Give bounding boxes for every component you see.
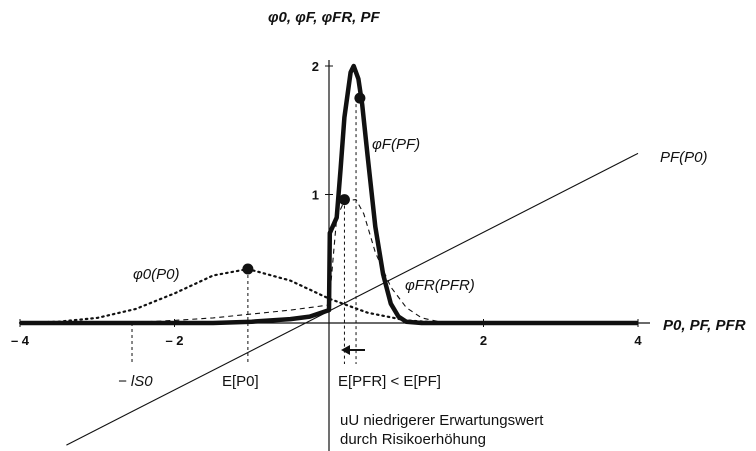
- y-tick-label: 1: [312, 188, 319, 203]
- x-tick-label: 2: [480, 333, 487, 348]
- axes-group: [20, 60, 650, 451]
- ls0-label: − lS0: [118, 373, 153, 390]
- x-tick-label: 4: [634, 333, 642, 348]
- y-tick-label: 2: [312, 59, 319, 74]
- expected-p0-label: E[P0]: [222, 373, 259, 390]
- ticks-group: – 4 – 2 2 4 1 2: [11, 59, 642, 348]
- note-line-2: durch Risikoerhöhung: [340, 431, 486, 448]
- note-line-1: uU niedrigerer Erwartungswert: [340, 412, 544, 429]
- x-axis-title: P0, PF, PFR: [663, 317, 746, 334]
- phi-f-label: φF(PF): [372, 136, 420, 153]
- x-tick-label: – 4: [11, 333, 30, 348]
- phi-f-curve: [20, 63, 638, 326]
- mean-point: [338, 194, 350, 206]
- markers-group: [242, 92, 366, 275]
- y-axis-title: φ0, φF, φFR, PF: [268, 9, 381, 26]
- mean-point: [242, 263, 254, 275]
- pf-line-label: PF(P0): [660, 149, 708, 166]
- phi-fr-curve: [120, 199, 446, 324]
- phi-0-curve: [18, 267, 446, 325]
- phi-0-label: φ0(P0): [133, 266, 179, 283]
- x-tick-label: – 2: [165, 333, 183, 348]
- expected-comparison-label: E[PFR] < E[PF]: [338, 373, 441, 390]
- guide-lines-group: [131, 98, 357, 364]
- phi-fr-label: φFR(PFR): [405, 277, 475, 294]
- shift-arrow: [341, 345, 365, 355]
- mean-point: [354, 92, 366, 104]
- pf-line: [66, 152, 639, 446]
